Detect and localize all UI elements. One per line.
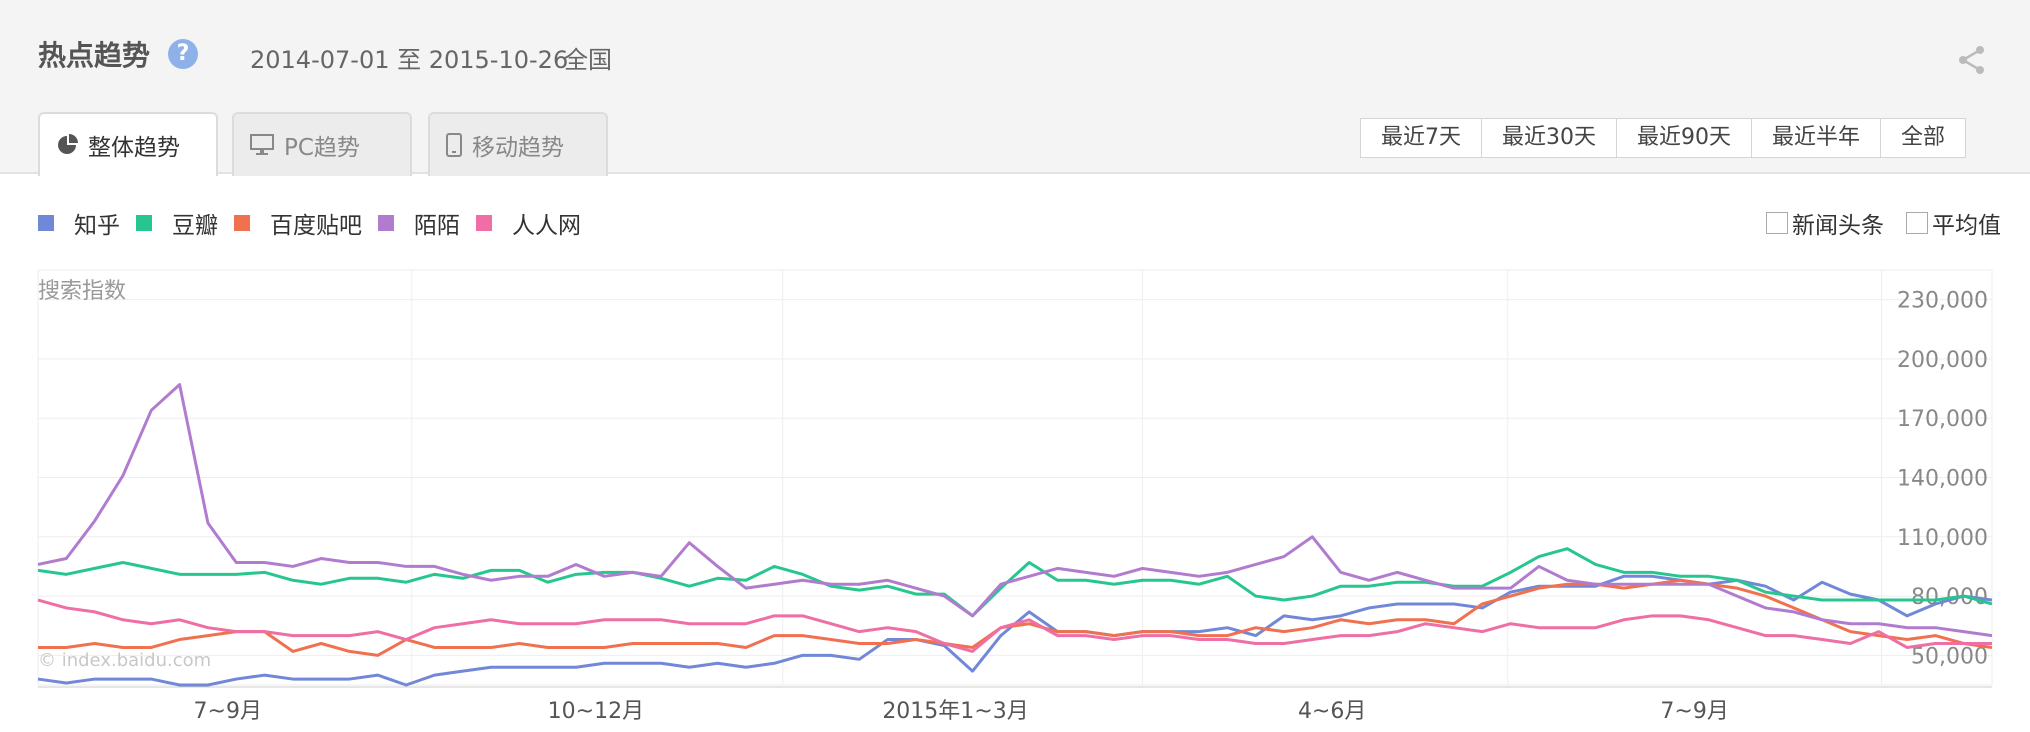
time-range-selector: 最近7天 最近30天 最近90天 最近半年 全部 (1360, 118, 1967, 158)
series-line-0 (37, 574, 1993, 687)
legend-item-zhihu[interactable]: 知乎 (38, 206, 120, 240)
header-bar: 热点趋势 ? 2014-07-01 至 2015-10-26 全国 整体趋势 P… (0, 0, 2030, 176)
date-range: 2014-07-01 至 2015-10-26 (250, 46, 569, 74)
x-tick-label: 10~12月 (548, 699, 644, 724)
pie-chart-icon (58, 134, 78, 154)
average-checkbox[interactable] (1906, 212, 1928, 234)
legend-label: 人人网 (512, 213, 581, 239)
tab-overall-trend[interactable]: 整体趋势 (38, 112, 218, 176)
legend-swatch (234, 215, 250, 231)
legend-swatch (476, 215, 492, 231)
legend-label: 豆瓣 (172, 213, 218, 239)
legend-swatch (136, 215, 152, 231)
series-line-3 (37, 383, 1993, 638)
y-tick-label: 140,000 (1897, 467, 1988, 492)
legend-label: 陌陌 (414, 213, 460, 239)
range-half-year-button[interactable]: 最近半年 (1751, 119, 1880, 157)
x-tick-label: 7~9月 (1660, 699, 1728, 724)
tab-label: PC趋势 (284, 135, 360, 161)
question-icon[interactable]: ? (168, 39, 198, 69)
range-all-button[interactable]: 全部 (1880, 119, 1965, 157)
range-30-days-button[interactable]: 最近30天 (1481, 119, 1616, 157)
y-axis-ticks: 50,00080,000110,000140,000170,000200,000… (1897, 289, 1988, 670)
legend-item-renren[interactable]: 人人网 (476, 206, 581, 240)
legend-swatch (38, 215, 54, 231)
chart-legend: 知乎 豆瓣 百度贴吧 陌陌 人人网 (38, 206, 597, 240)
x-axis-ticks: 7~9月 10~12月 2015年1~3月 4~6月 7~9月 (194, 699, 1729, 724)
y-tick-label: 170,000 (1897, 407, 1988, 432)
x-tick-label: 2015年1~3月 (882, 699, 1028, 724)
series-line-4 (37, 598, 1992, 653)
y-tick-label: 200,000 (1897, 348, 1988, 373)
watermark: © index.baidu.com (38, 650, 211, 671)
series-lines (37, 383, 1993, 687)
average-option[interactable]: 平均值 (1906, 206, 2001, 240)
y-tick-label: 230,000 (1897, 289, 1988, 314)
legend-item-douban[interactable]: 豆瓣 (136, 206, 218, 240)
tab-pc-trend[interactable]: PC趋势 (232, 112, 412, 176)
phone-icon (446, 133, 462, 157)
region-label: 全国 (564, 46, 612, 74)
chart-grid (37, 269, 1993, 688)
y-tick-label: 50,000 (1911, 644, 1988, 669)
option-label: 平均值 (1932, 213, 2001, 239)
tab-mobile-trend[interactable]: 移动趋势 (428, 112, 608, 176)
monitor-icon (250, 134, 274, 155)
news-headlines-option[interactable]: 新闻头条 (1766, 206, 1884, 240)
share-icon[interactable] (1955, 43, 1989, 77)
trend-chart: 搜索指数 50,00080,000110,000140,000170,00020… (37, 269, 1993, 724)
chart-options: 新闻头条 平均值 (1744, 206, 2001, 240)
legend-item-momo[interactable]: 陌陌 (378, 206, 460, 240)
legend-swatch (378, 215, 394, 231)
tab-label: 移动趋势 (472, 135, 564, 161)
x-tick-label: 4~6月 (1298, 699, 1366, 724)
legend-label: 百度贴吧 (270, 213, 362, 239)
series-line-2 (38, 578, 1993, 657)
option-label: 新闻头条 (1792, 213, 1884, 239)
x-tick-label: 7~9月 (194, 699, 262, 724)
range-7-days-button[interactable]: 最近7天 (1381, 125, 1461, 150)
tab-label: 整体趋势 (88, 135, 180, 161)
series-line-1 (37, 547, 1993, 618)
y-tick-label: 110,000 (1897, 526, 1988, 551)
y-axis-title: 搜索指数 (38, 279, 126, 304)
page-title: 热点趋势 (38, 39, 151, 72)
legend-label: 知乎 (74, 213, 120, 239)
range-90-days-button[interactable]: 最近90天 (1616, 119, 1751, 157)
legend-item-tieba[interactable]: 百度贴吧 (234, 206, 362, 240)
news-headlines-checkbox[interactable] (1766, 212, 1788, 234)
